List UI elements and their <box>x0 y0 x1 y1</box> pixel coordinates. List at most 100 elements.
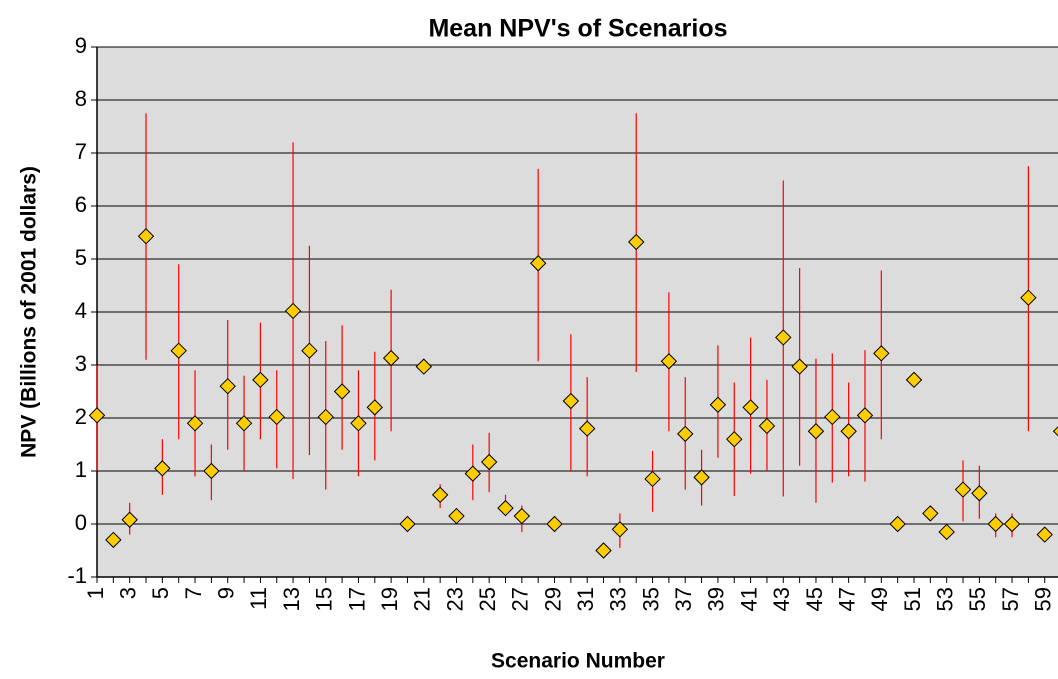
point <box>954 481 972 498</box>
point <box>1020 289 1037 306</box>
point <box>154 460 171 477</box>
y-tick-label: 9 <box>75 33 87 58</box>
point <box>137 228 155 245</box>
point <box>726 430 743 448</box>
point <box>987 515 1004 533</box>
x-tick-label: 5 <box>148 587 173 599</box>
point <box>873 345 890 362</box>
x-tick-label: 39 <box>704 587 729 611</box>
point <box>856 407 874 424</box>
x-tick-label: 9 <box>214 587 239 599</box>
point <box>628 233 645 251</box>
point <box>399 515 416 533</box>
x-tick-label: 15 <box>312 587 337 611</box>
point <box>284 302 302 320</box>
x-tick-label: 7 <box>181 587 206 599</box>
y-tick-label: 6 <box>75 192 87 217</box>
x-tick-label: 35 <box>638 587 663 611</box>
point <box>562 392 580 410</box>
point <box>497 499 514 517</box>
x-tick-label: 55 <box>965 587 990 611</box>
point <box>611 521 629 538</box>
y-tick-label: 7 <box>75 139 87 164</box>
point <box>677 425 694 443</box>
point <box>709 396 727 413</box>
x-tick-label: 49 <box>867 587 892 611</box>
y-tick-label: 2 <box>75 404 87 429</box>
point <box>578 420 596 437</box>
point <box>529 255 547 272</box>
x-axis-label: Scenario Number <box>491 650 665 673</box>
x-tick-label: 3 <box>115 587 140 599</box>
point <box>203 462 220 480</box>
x-tick-label: 37 <box>671 587 696 611</box>
y-tick-label: 0 <box>75 510 87 535</box>
point <box>170 342 187 359</box>
x-tick-label: 53 <box>932 587 957 611</box>
point <box>938 523 955 541</box>
point <box>464 465 482 482</box>
x-tick-label: 33 <box>606 587 631 611</box>
y-tick-label: -1 <box>67 563 87 588</box>
y-tick-label: 4 <box>75 298 87 323</box>
y-tick-label: 3 <box>75 351 87 376</box>
x-tick-label: 1 <box>83 587 108 599</box>
point <box>350 415 367 432</box>
point <box>644 470 661 488</box>
point <box>1052 426 1058 437</box>
point <box>660 353 678 370</box>
point <box>301 342 318 359</box>
point <box>219 377 236 395</box>
point <box>333 383 351 400</box>
point <box>775 329 792 346</box>
point <box>889 515 906 533</box>
x-tick-label: 17 <box>344 587 369 611</box>
x-tick-label: 27 <box>508 587 533 611</box>
point <box>1036 526 1053 543</box>
point <box>268 408 285 426</box>
point <box>971 485 988 502</box>
point <box>252 371 269 389</box>
y-tick-label: 5 <box>75 245 87 270</box>
x-tick-label: 21 <box>410 587 435 611</box>
point <box>480 453 498 471</box>
point <box>186 415 204 432</box>
point <box>513 507 531 525</box>
point <box>431 486 449 504</box>
point <box>88 407 106 424</box>
x-tick-label: 45 <box>802 587 827 611</box>
x-tick-label: 41 <box>736 587 761 611</box>
point <box>235 415 253 432</box>
x-tick-label: 57 <box>998 587 1023 611</box>
point <box>105 531 122 549</box>
x-tick-label: 43 <box>769 587 794 611</box>
point <box>595 542 612 559</box>
y-tick-label: 1 <box>75 457 87 482</box>
x-tick-label: 59 <box>1031 587 1056 611</box>
x-tick-label: 47 <box>834 587 859 611</box>
point <box>742 399 759 416</box>
point <box>382 349 400 367</box>
point <box>824 408 841 426</box>
x-tick-label: 13 <box>279 587 304 611</box>
point <box>807 423 825 440</box>
y-tick-label: 8 <box>75 86 87 111</box>
point <box>758 417 776 435</box>
point <box>317 408 334 426</box>
x-tick-label: 29 <box>540 587 565 611</box>
x-tick-label: 23 <box>442 587 467 611</box>
point <box>905 371 923 389</box>
x-tick-label: 51 <box>900 587 925 611</box>
point <box>121 511 138 528</box>
point <box>693 469 710 486</box>
x-tick-label: 11 <box>246 587 271 610</box>
y-axis-label: NPV (Billions of 2001 dollars) <box>18 166 41 458</box>
point <box>1003 515 1021 533</box>
chart-title: Mean NPV's of Scenarios <box>428 15 727 43</box>
point <box>415 358 433 375</box>
point <box>922 505 939 522</box>
point <box>791 358 808 375</box>
x-tick-label: 25 <box>475 587 500 611</box>
point <box>546 515 563 533</box>
